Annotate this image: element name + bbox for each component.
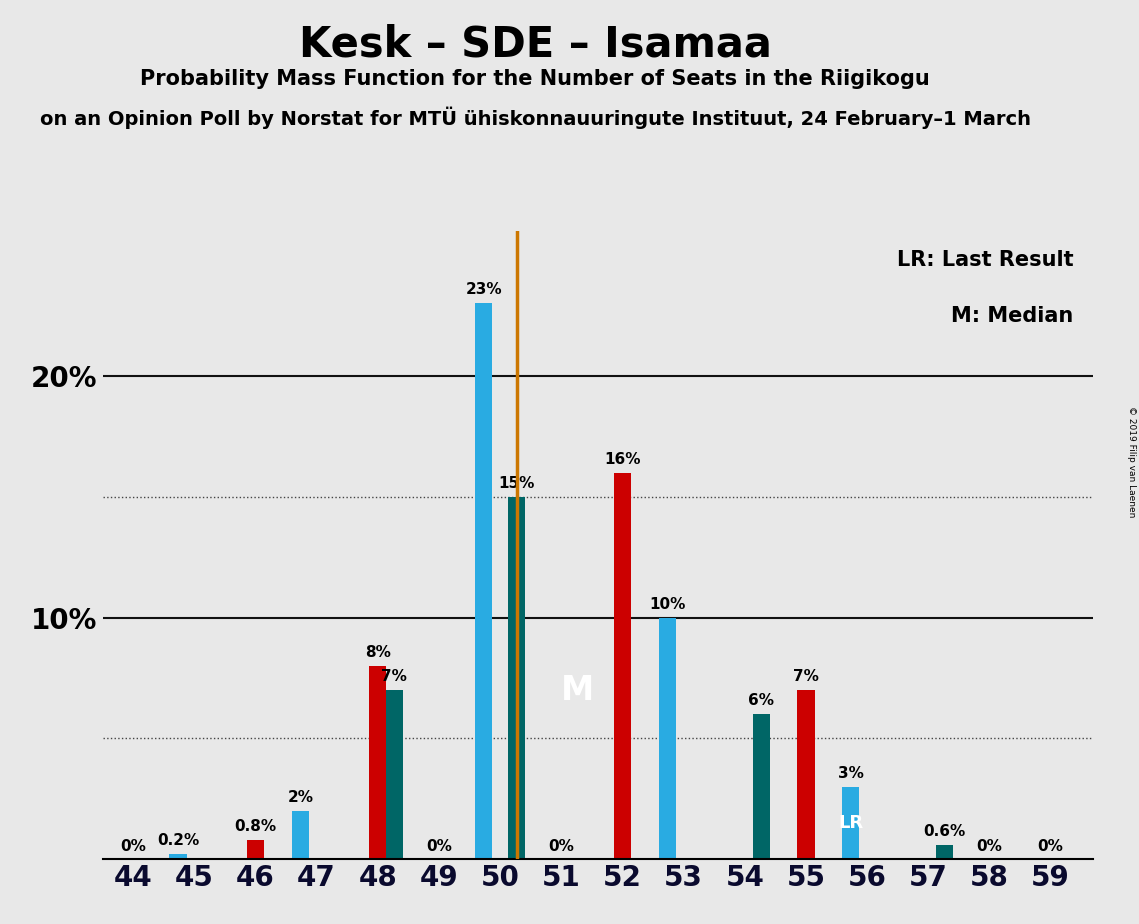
Text: 3%: 3% xyxy=(838,766,863,781)
Text: © 2019 Filip van Laenen: © 2019 Filip van Laenen xyxy=(1126,407,1136,517)
Text: LR: Last Result: LR: Last Result xyxy=(898,249,1074,270)
Text: on an Opinion Poll by Norstat for MTÜ ühiskonnauuringute Instituut, 24 February–: on an Opinion Poll by Norstat for MTÜ üh… xyxy=(40,106,1031,128)
Text: 23%: 23% xyxy=(466,283,502,298)
Text: 16%: 16% xyxy=(604,452,641,467)
Text: 0.8%: 0.8% xyxy=(235,819,277,834)
Text: 7%: 7% xyxy=(382,669,407,684)
Text: 0%: 0% xyxy=(976,840,1002,855)
Bar xyxy=(842,787,859,859)
Bar xyxy=(475,303,492,859)
Bar xyxy=(369,666,386,859)
Text: 15%: 15% xyxy=(498,476,534,491)
Bar xyxy=(753,714,770,859)
Text: 0%: 0% xyxy=(548,840,574,855)
Text: 0.6%: 0.6% xyxy=(924,824,966,839)
Bar xyxy=(385,690,403,859)
Text: 7%: 7% xyxy=(793,669,819,684)
Text: M: M xyxy=(562,674,595,707)
Bar xyxy=(658,617,675,859)
Bar xyxy=(936,845,953,859)
Text: Kesk – SDE – Isamaa: Kesk – SDE – Isamaa xyxy=(298,23,772,65)
Text: M: Median: M: Median xyxy=(951,307,1074,326)
Text: 8%: 8% xyxy=(364,645,391,660)
Text: 0.2%: 0.2% xyxy=(157,833,199,848)
Text: 0%: 0% xyxy=(120,840,146,855)
Bar xyxy=(247,840,264,859)
Text: 10%: 10% xyxy=(649,597,686,612)
Text: Probability Mass Function for the Number of Seats in the Riigikogu: Probability Mass Function for the Number… xyxy=(140,69,931,90)
Bar xyxy=(508,497,525,859)
Text: 0%: 0% xyxy=(1038,840,1064,855)
Text: LR: LR xyxy=(838,814,863,833)
Text: 2%: 2% xyxy=(287,790,313,805)
Text: 6%: 6% xyxy=(748,693,775,709)
Bar xyxy=(292,811,309,859)
Bar xyxy=(797,690,814,859)
Bar xyxy=(170,855,187,859)
Text: 0%: 0% xyxy=(426,840,452,855)
Bar xyxy=(614,473,631,859)
